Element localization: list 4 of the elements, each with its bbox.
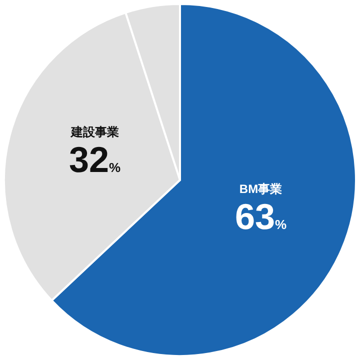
slice-label: 建設事業 (70, 125, 119, 140)
slice-label: BM事業 (239, 182, 282, 196)
data-label: 63% (234, 196, 288, 237)
data-label: 32% (68, 139, 122, 180)
